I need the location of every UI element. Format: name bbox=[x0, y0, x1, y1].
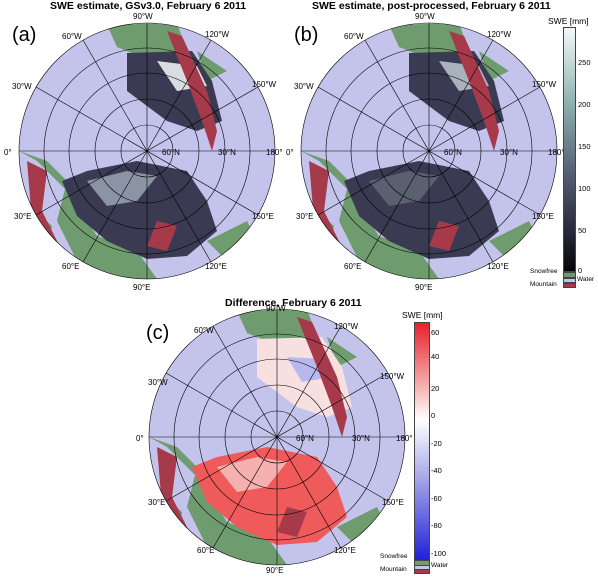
lon-label-120w: 120°W bbox=[205, 30, 230, 39]
lon-label-60w: 60°W bbox=[194, 326, 214, 335]
lon-label-180: 180° bbox=[266, 148, 283, 157]
mountain-area bbox=[157, 447, 192, 542]
colorbar-tick: 60 bbox=[431, 328, 440, 337]
lon-label-150w: 150°W bbox=[532, 80, 557, 89]
snowfree-land bbox=[489, 221, 539, 261]
colorbar-snowfree-swatch bbox=[563, 272, 576, 278]
lon-label-60e: 60°E bbox=[62, 262, 80, 271]
colorbar-mountain-label: Mountain bbox=[530, 281, 557, 288]
colorbar-tick: 40 bbox=[431, 352, 440, 361]
mountain-area bbox=[309, 161, 344, 256]
lon-label-120e: 120°E bbox=[334, 546, 356, 555]
lon-label-90e: 90°E bbox=[266, 566, 284, 575]
lon-label-120w: 120°W bbox=[334, 322, 359, 331]
snowfree-land bbox=[301, 151, 439, 279]
map-panel-c bbox=[148, 308, 406, 566]
colorbar-tick: -60 bbox=[431, 494, 442, 503]
panel-b-label: (b) bbox=[294, 24, 319, 46]
lon-label-90e: 90°E bbox=[415, 283, 433, 292]
lon-label-150e: 150°E bbox=[382, 498, 404, 507]
lon-label-90e: 90°E bbox=[133, 283, 151, 292]
lon-label-180: 180° bbox=[548, 148, 565, 157]
lon-label-150w: 150°W bbox=[252, 80, 277, 89]
colorbar-water-label: Water bbox=[577, 276, 595, 283]
lon-label-30w: 30°W bbox=[12, 82, 32, 91]
snow-cover bbox=[369, 171, 439, 206]
lon-label-30w: 30°W bbox=[148, 378, 168, 387]
colorbar-tick: 50 bbox=[578, 226, 587, 235]
panel-b-title: SWE estimate, post-processed, February 6… bbox=[312, 0, 551, 12]
lon-label-60w: 60°W bbox=[62, 32, 82, 41]
mountain-area bbox=[297, 317, 347, 437]
lon-label-150e: 150°E bbox=[252, 212, 274, 221]
colorbar-water-swatch bbox=[563, 278, 576, 283]
lon-label-120e: 120°E bbox=[205, 262, 227, 271]
colorbar-tick: 200 bbox=[578, 100, 591, 109]
lat-label-60n: 60°N bbox=[162, 148, 180, 157]
lon-label-150w: 150°W bbox=[380, 372, 405, 381]
lon-label-60e: 60°E bbox=[197, 546, 215, 555]
lon-label-120w: 120°W bbox=[487, 30, 512, 39]
difference-area bbox=[217, 457, 287, 492]
colorbar-tick: 0 bbox=[578, 266, 583, 275]
colorbar-tick: 150 bbox=[578, 142, 591, 151]
lon-label-0: 0° bbox=[136, 434, 144, 443]
colorbar-tick: 250 bbox=[578, 58, 591, 67]
colorbar-mountain-label: Mountain bbox=[380, 566, 407, 573]
colorbar-tick: 100 bbox=[578, 184, 591, 193]
lon-label-60e: 60°E bbox=[344, 262, 362, 271]
lon-label-150e: 150°E bbox=[532, 212, 554, 221]
colorbar-diff bbox=[414, 322, 430, 561]
colorbar-tick: -80 bbox=[431, 521, 442, 530]
colorbar-swe bbox=[563, 27, 576, 272]
panel-c-title: Difference, February 6 2011 bbox=[225, 297, 362, 309]
mountain-area bbox=[449, 31, 499, 151]
colorbar-tick: 20 bbox=[431, 384, 440, 393]
colorbar-mountain-swatch bbox=[563, 283, 576, 288]
snowfree-land bbox=[207, 221, 257, 261]
colorbar-tick: -20 bbox=[431, 439, 442, 448]
map-panel-b bbox=[300, 22, 558, 280]
colorbar-snowfree-label: Snowfree bbox=[530, 268, 558, 275]
lat-label-30n: 30°N bbox=[500, 148, 518, 157]
lon-label-30e: 30°E bbox=[296, 212, 314, 221]
lat-label-30n: 30°N bbox=[218, 148, 236, 157]
lon-label-90w: 90°W bbox=[266, 304, 286, 313]
mountain-area bbox=[27, 161, 62, 256]
lat-label-60n: 60°N bbox=[444, 148, 462, 157]
lon-label-60w: 60°W bbox=[344, 32, 364, 41]
lon-label-0: 0° bbox=[4, 148, 12, 157]
panel-c-label: (c) bbox=[146, 322, 170, 344]
lon-label-0: 0° bbox=[286, 148, 294, 157]
colorbar-tick: 0 bbox=[431, 411, 436, 420]
lon-label-180: 180° bbox=[396, 434, 413, 443]
mountain-area bbox=[167, 31, 217, 151]
snow-cover bbox=[87, 171, 157, 206]
colorbar-diff-title: SWE [mm] bbox=[402, 310, 443, 320]
lon-label-90w: 90°W bbox=[133, 12, 153, 21]
lat-label-30n: 30°N bbox=[352, 434, 370, 443]
lon-label-30e: 30°E bbox=[14, 212, 32, 221]
colorbar-mountain-swatch bbox=[414, 569, 430, 574]
snowfree-land bbox=[337, 507, 387, 547]
snowfree-land bbox=[19, 151, 157, 279]
colorbar-tick: -40 bbox=[431, 466, 442, 475]
colorbar-water-label: Water bbox=[431, 562, 449, 569]
lon-label-90w: 90°W bbox=[415, 12, 435, 21]
colorbar-swe-title: SWE [mm] bbox=[548, 16, 589, 26]
lon-label-30w: 30°W bbox=[294, 82, 314, 91]
colorbar-snowfree-label: Snowfree bbox=[380, 553, 408, 560]
map-panel-a bbox=[18, 22, 276, 280]
lat-label-60n: 60°N bbox=[296, 434, 314, 443]
panel-a-title: SWE estimate, GSv3.0, February 6 2011 bbox=[50, 0, 247, 12]
lon-label-30e: 30°E bbox=[148, 498, 166, 507]
snowfree-land bbox=[149, 437, 287, 565]
lon-label-120e: 120°E bbox=[487, 262, 509, 271]
panel-a-label: (a) bbox=[12, 24, 37, 46]
colorbar-tick: -100 bbox=[431, 549, 447, 558]
